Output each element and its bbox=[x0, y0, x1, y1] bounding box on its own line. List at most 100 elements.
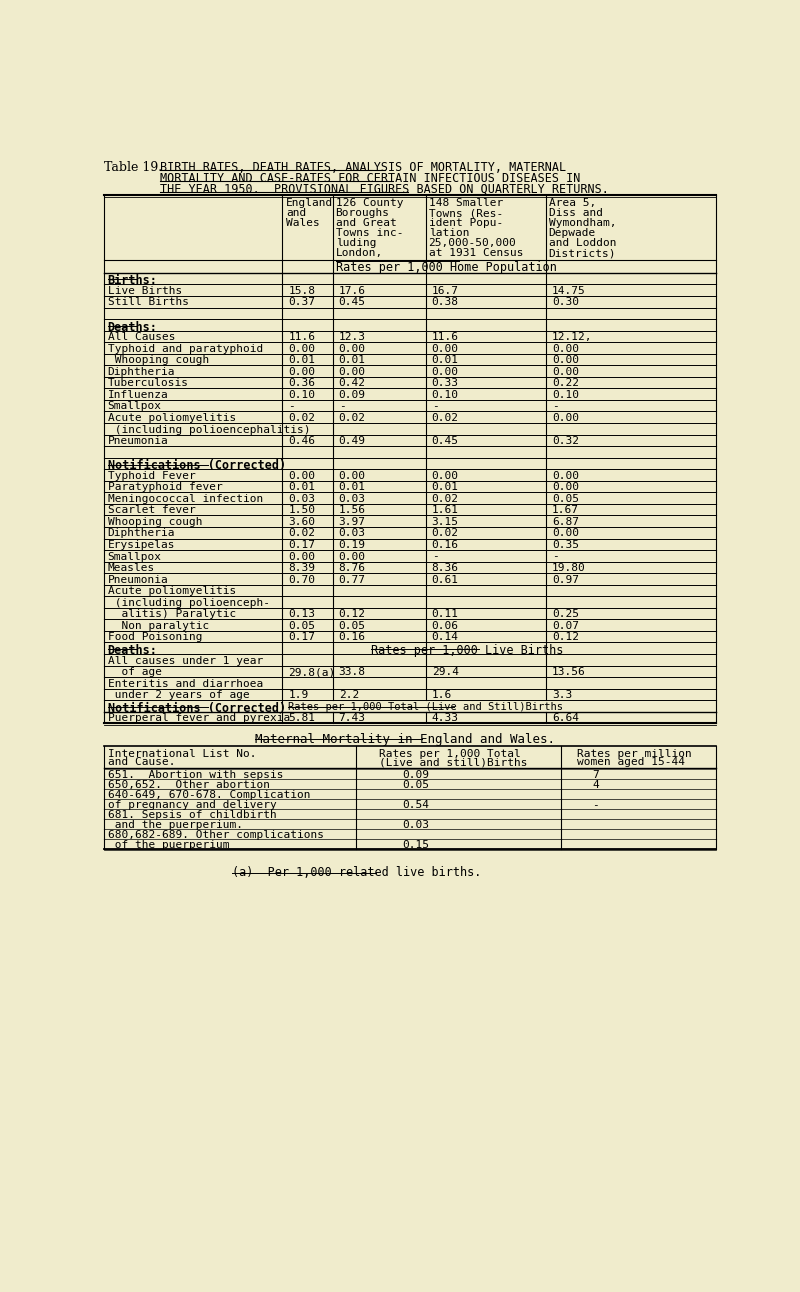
Text: 1.56: 1.56 bbox=[338, 505, 366, 516]
Text: 7.43: 7.43 bbox=[338, 713, 366, 724]
Text: Rates per 1,000 Home Population: Rates per 1,000 Home Population bbox=[336, 261, 557, 274]
Text: 1.50: 1.50 bbox=[288, 505, 315, 516]
Text: THE YEAR 1950.  PROVISIONAL FIGURES BASED ON QUARTERLY RETURNS.: THE YEAR 1950. PROVISIONAL FIGURES BASED… bbox=[161, 182, 610, 196]
Text: 0.15: 0.15 bbox=[402, 840, 430, 850]
Text: 0.05: 0.05 bbox=[338, 621, 366, 630]
Text: 0.00: 0.00 bbox=[288, 552, 315, 562]
Text: 17.6: 17.6 bbox=[338, 286, 366, 296]
Text: 25,000-50,000: 25,000-50,000 bbox=[429, 238, 516, 248]
Text: -: - bbox=[432, 402, 438, 411]
Text: 0.16: 0.16 bbox=[432, 540, 458, 550]
Text: 0.17: 0.17 bbox=[288, 540, 315, 550]
Text: 0.00: 0.00 bbox=[432, 344, 458, 354]
Text: -: - bbox=[288, 402, 295, 411]
Text: 11.6: 11.6 bbox=[288, 332, 315, 342]
Text: 13.56: 13.56 bbox=[552, 667, 586, 677]
Text: 12.12,: 12.12, bbox=[552, 332, 592, 342]
Text: 0.02: 0.02 bbox=[432, 413, 458, 422]
Text: 0.70: 0.70 bbox=[288, 575, 315, 585]
Text: Enteritis and diarrhoea: Enteritis and diarrhoea bbox=[108, 678, 263, 689]
Text: -: - bbox=[432, 552, 438, 562]
Text: 0.00: 0.00 bbox=[432, 367, 458, 377]
Text: 29.4: 29.4 bbox=[432, 667, 458, 677]
Text: -: - bbox=[338, 402, 346, 411]
Text: 0.00: 0.00 bbox=[338, 344, 366, 354]
Text: 0.02: 0.02 bbox=[288, 528, 315, 539]
Text: 29.8(a): 29.8(a) bbox=[288, 667, 335, 677]
Text: Births:: Births: bbox=[108, 274, 158, 287]
Text: 650,652.  Other abortion: 650,652. Other abortion bbox=[108, 780, 270, 791]
Text: 0.09: 0.09 bbox=[402, 770, 430, 780]
Text: Diphtheria: Diphtheria bbox=[108, 367, 175, 377]
Text: at 1931 Census: at 1931 Census bbox=[429, 248, 523, 258]
Text: Typhoid Fever: Typhoid Fever bbox=[108, 470, 195, 481]
Text: 0.36: 0.36 bbox=[288, 379, 315, 389]
Text: Pneumonia: Pneumonia bbox=[108, 437, 169, 446]
Text: 651.  Abortion with sepsis: 651. Abortion with sepsis bbox=[108, 770, 283, 780]
Text: women aged 15-44: women aged 15-44 bbox=[577, 757, 685, 767]
Text: and the puerperium.: and the puerperium. bbox=[108, 820, 242, 831]
Text: 4.33: 4.33 bbox=[432, 713, 458, 724]
Text: 0.00: 0.00 bbox=[288, 470, 315, 481]
Text: Depwade: Depwade bbox=[549, 229, 596, 238]
Text: Acute poliomyelitis: Acute poliomyelitis bbox=[108, 587, 236, 596]
Text: 0.10: 0.10 bbox=[432, 390, 458, 401]
Text: 0.37: 0.37 bbox=[288, 297, 315, 307]
Text: 8.36: 8.36 bbox=[432, 563, 458, 574]
Text: Smallpox: Smallpox bbox=[108, 402, 162, 411]
Text: 3.3: 3.3 bbox=[552, 690, 572, 700]
Text: 0.00: 0.00 bbox=[552, 344, 579, 354]
Text: 0.00: 0.00 bbox=[552, 367, 579, 377]
Text: Typhoid and paratyphoid: Typhoid and paratyphoid bbox=[108, 344, 263, 354]
Text: 681. Sepsis of childbirth: 681. Sepsis of childbirth bbox=[108, 810, 277, 820]
Text: 0.09: 0.09 bbox=[338, 390, 366, 401]
Text: 0.02: 0.02 bbox=[432, 494, 458, 504]
Text: 0.01: 0.01 bbox=[288, 355, 315, 366]
Text: lation: lation bbox=[429, 229, 469, 238]
Text: Wales: Wales bbox=[286, 218, 320, 229]
Text: 1.9: 1.9 bbox=[288, 690, 309, 700]
Text: Deaths:: Deaths: bbox=[108, 643, 158, 658]
Text: (Live and still)Births: (Live and still)Births bbox=[379, 757, 527, 767]
Text: Erysipelas: Erysipelas bbox=[108, 540, 175, 550]
Text: Smallpox: Smallpox bbox=[108, 552, 162, 562]
Text: 6.87: 6.87 bbox=[552, 517, 579, 527]
Text: 0.00: 0.00 bbox=[288, 367, 315, 377]
Text: Towns inc-: Towns inc- bbox=[336, 229, 403, 238]
Text: 0.16: 0.16 bbox=[338, 633, 366, 642]
Text: 0.05: 0.05 bbox=[288, 621, 315, 630]
Text: Boroughs: Boroughs bbox=[336, 208, 390, 218]
Text: 0.01: 0.01 bbox=[432, 482, 458, 492]
Text: alitis) Paralytic: alitis) Paralytic bbox=[108, 610, 236, 619]
Text: Pneumonia: Pneumonia bbox=[108, 575, 169, 585]
Text: 0.22: 0.22 bbox=[552, 379, 579, 389]
Text: -: - bbox=[592, 800, 599, 810]
Text: 0.00: 0.00 bbox=[552, 482, 579, 492]
Text: 14.75: 14.75 bbox=[552, 286, 586, 296]
Text: and Great: and Great bbox=[336, 218, 396, 229]
Text: 126 County: 126 County bbox=[336, 198, 403, 208]
Text: MORTALITY AND CASE-RATES FOR CERTAIN INFECTIOUS DISEASES IN: MORTALITY AND CASE-RATES FOR CERTAIN INF… bbox=[161, 172, 581, 185]
Text: 0.12: 0.12 bbox=[338, 610, 366, 619]
Text: All Causes: All Causes bbox=[108, 332, 175, 342]
Text: London,: London, bbox=[336, 248, 383, 258]
Text: 3.97: 3.97 bbox=[338, 517, 366, 527]
Text: 15.8: 15.8 bbox=[288, 286, 315, 296]
Text: Scarlet fever: Scarlet fever bbox=[108, 505, 195, 516]
Text: Measles: Measles bbox=[108, 563, 155, 574]
Text: England: England bbox=[286, 198, 334, 208]
Text: Deaths:: Deaths: bbox=[108, 320, 158, 333]
Text: Towns (Res-: Towns (Res- bbox=[429, 208, 503, 218]
Text: Districts): Districts) bbox=[549, 248, 616, 258]
Text: 0.00: 0.00 bbox=[338, 470, 366, 481]
Text: Whooping cough: Whooping cough bbox=[108, 517, 202, 527]
Text: 0.02: 0.02 bbox=[432, 528, 458, 539]
Text: BIRTH RATES, DEATH RATES, ANALYSIS OF MORTALITY, MATERNAL: BIRTH RATES, DEATH RATES, ANALYSIS OF MO… bbox=[161, 162, 566, 174]
Text: Rates per 1,000 Total: Rates per 1,000 Total bbox=[379, 748, 521, 758]
Text: 0.00: 0.00 bbox=[552, 413, 579, 422]
Text: 3.60: 3.60 bbox=[288, 517, 315, 527]
Text: Rates per 1,000 Total (Live and Still)Births: Rates per 1,000 Total (Live and Still)Bi… bbox=[288, 702, 563, 712]
Text: 0.46: 0.46 bbox=[288, 437, 315, 446]
Text: Whooping cough: Whooping cough bbox=[108, 355, 209, 366]
Text: International List No.: International List No. bbox=[108, 748, 256, 758]
